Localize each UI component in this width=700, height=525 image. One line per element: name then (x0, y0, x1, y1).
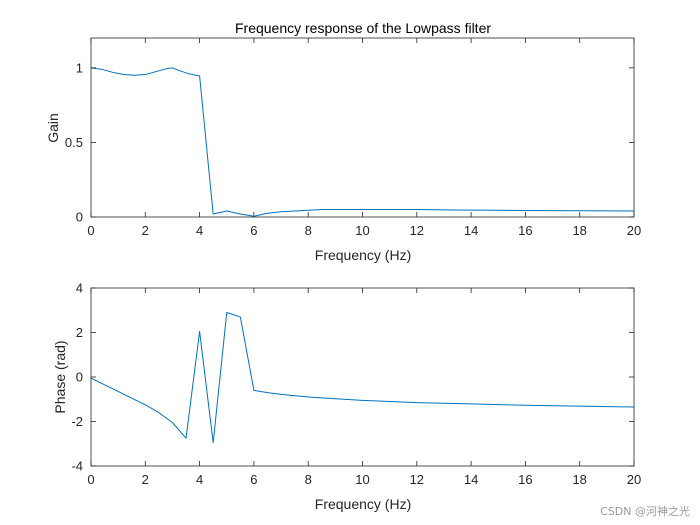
gain-y-tick-label: 0 (76, 210, 83, 225)
gain-x-tick-label: 4 (196, 223, 203, 238)
gain-x-tick-label: 12 (410, 223, 424, 238)
phase-x-tick-label: 10 (355, 472, 369, 487)
phase-x-tick-label: 4 (196, 472, 203, 487)
phase-plot-area (91, 288, 634, 466)
phase-x-tick-label: 18 (572, 472, 586, 487)
gain-x-tick-label: 16 (518, 223, 532, 238)
gain-x-tick-label: 14 (464, 223, 478, 238)
phase-y-tick-label: 0 (76, 370, 83, 385)
phase-x-tick-label: 16 (518, 472, 532, 487)
phase-y-tick-label: -4 (71, 459, 83, 474)
gain-plot-area (91, 38, 634, 217)
phase-x-axis-label: Frequency (Hz) (315, 496, 411, 512)
gain-subplot: Frequency response of the Lowpass filter… (45, 20, 641, 263)
gain-x-axis-label: Frequency (Hz) (315, 247, 411, 263)
gain-y-axis-label: Gain (45, 113, 61, 143)
phase-y-tick-label: 2 (76, 325, 83, 340)
gain-x-tick-label: 0 (87, 223, 94, 238)
phase-x-tick-label: 20 (627, 472, 641, 487)
phase-x-tick-label: 14 (464, 472, 478, 487)
gain-x-tick-label: 8 (305, 223, 312, 238)
phase-series-line (90, 311, 635, 444)
gain-x-tick-label: 10 (355, 223, 369, 238)
gain-series-line (90, 67, 635, 217)
phase-x-tick-label: 0 (87, 472, 94, 487)
phase-subplot: Frequency (Hz) Phase (rad) 0 2 4 6 8 10 12 14 16… (52, 281, 641, 513)
phase-y-axis-label: Phase (rad) (52, 340, 68, 413)
phase-x-tick-label: 2 (142, 472, 149, 487)
chart-title: Frequency response of the Lowpass filter (235, 20, 491, 36)
phase-x-tick-label: 6 (250, 472, 257, 487)
gain-x-tick-label: 18 (572, 223, 586, 238)
gain-y-tick-label: 1 (76, 60, 83, 75)
gain-y-tick-label: 0.5 (65, 135, 83, 150)
phase-x-tick-label: 12 (410, 472, 424, 487)
phase-x-tick-label: 8 (305, 472, 312, 487)
gain-x-tick-label: 2 (142, 223, 149, 238)
phase-y-tick-label: -2 (71, 414, 83, 429)
watermark: CSDN @河神之光 (600, 505, 690, 518)
gain-x-tick-label: 6 (250, 223, 257, 238)
phase-y-tick-label: 4 (76, 281, 83, 296)
gain-x-tick-label: 20 (627, 223, 641, 238)
